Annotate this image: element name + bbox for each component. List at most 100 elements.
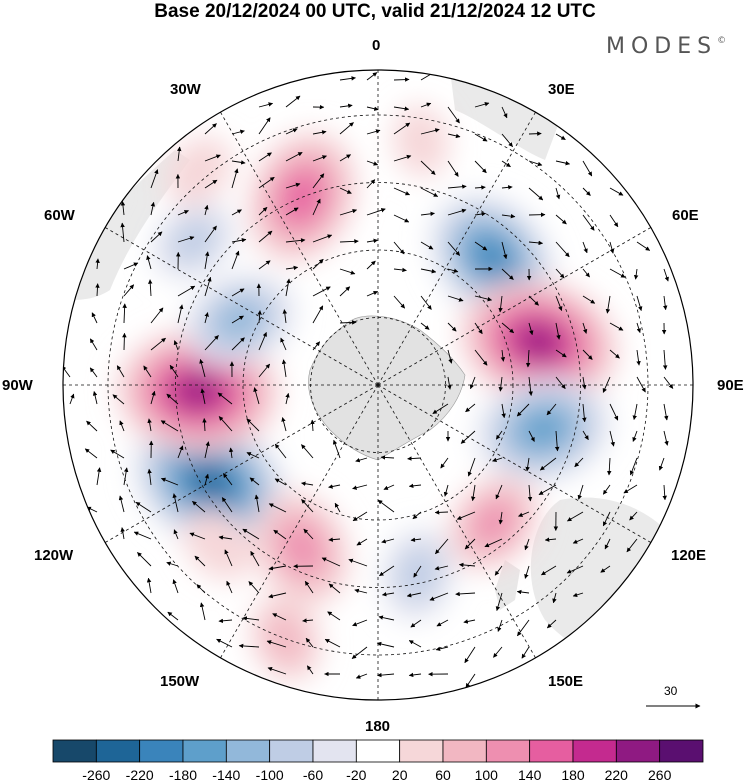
wind-arrow [177,304,184,324]
wind-arrow [246,452,260,459]
meridian-line [220,111,379,386]
wind-arrow [281,417,287,432]
wind-arrow [528,160,543,167]
wind-arrow [501,322,515,334]
wind-arrow [339,187,352,194]
wind-arrow [274,443,287,459]
wind-arrow [420,160,436,175]
wind-arrow [231,238,247,243]
wind-arrow [258,260,271,270]
wind-arrow [636,349,641,366]
wind-arrow [137,552,152,567]
wind-arrow [582,187,591,196]
wind-arrow [69,393,75,405]
wind-arrow [312,258,324,270]
wind-arrow [348,558,368,567]
wind-arrow [204,204,209,216]
wind-arrow [393,187,411,196]
wind-arrow [525,457,530,472]
wind-arrow [120,527,125,540]
wind-arrow [501,160,511,168]
wind-arrow [204,123,217,135]
wind-arrow [231,337,245,351]
wind-arrow [204,251,210,270]
wind-arrow [339,122,354,135]
wind-arrow [501,133,513,148]
wind-arrow [324,638,341,648]
wind-arrow [546,403,557,416]
wind-arrow [525,349,531,368]
wind-arrow [226,580,233,594]
wind-arrow [376,641,395,648]
wind-arrow [604,538,611,550]
wind-arrow [469,376,476,390]
wind-arrow [312,130,327,135]
wind-arrow [498,511,504,525]
wind-arrow [458,562,476,568]
wind-arrow [285,278,291,297]
wind-arrow [312,234,333,243]
wind-arrow [148,279,153,297]
wind-arrow [249,477,260,486]
wind-arrow [173,340,179,351]
wind-arrow [555,322,561,340]
wind-arrow [95,258,100,270]
wind-arrow [435,538,449,555]
wind-arrow [662,484,667,501]
wind-arrow [135,501,152,513]
wind-arrow [119,420,125,432]
wind-arrow [412,511,422,520]
wind-arrow [393,214,410,223]
reference-vector-label: 30 [664,684,678,698]
wind-arrow [268,503,287,513]
wind-arrow [474,322,483,335]
wind-arrow [463,619,476,624]
wind-arrow [352,511,368,522]
wind-arrow [410,619,422,628]
map-title: Base 20/12/2024 00 UTC, valid 21/12/2024… [154,1,596,22]
wind-arrow [498,376,504,392]
wind-arrow [354,588,368,594]
wind-arrow [420,268,437,274]
wind-arrow [366,208,386,216]
wind-arrow [447,184,467,189]
wind-arrow [352,619,368,627]
wind-arrow [328,583,341,594]
wind-arrow [254,494,260,513]
wind-arrow [636,295,643,312]
wind-arrow [258,331,267,351]
wind-arrow [408,672,422,678]
wind-arrow [192,500,206,513]
wind-arrow [501,268,514,280]
wind-arrow [662,295,668,311]
wind-arrow [224,549,233,567]
wind-arrow [464,646,476,664]
wind-arrow [339,320,357,325]
wind-arrow [406,592,422,598]
wind-arrow [146,577,152,594]
wind-arrow [133,531,152,540]
wind-arrow [626,538,638,553]
wind-arrow [544,537,557,542]
wind-arrow [122,332,127,351]
wind-arrow [572,538,584,544]
lon-label-150w: 150W [160,673,200,690]
wind-arrow [199,358,206,378]
wind-arrow [167,611,179,621]
wind-arrow [436,619,449,627]
wind-arrow [501,213,516,219]
wind-arrow [95,283,100,297]
wind-arrow [495,430,503,440]
anomaly-blob [281,523,323,573]
wind-arrow [447,295,464,302]
wind-arrow [268,565,287,571]
wind-arrow [218,618,233,624]
meridian-line [377,384,651,543]
wind-arrow [378,615,395,621]
wind-arrow [602,511,611,527]
wind-arrow [538,484,557,495]
wind-arrow [204,312,209,324]
anomaly-blob [215,300,263,341]
wind-arrow [555,349,567,358]
wind-arrow [555,268,565,279]
